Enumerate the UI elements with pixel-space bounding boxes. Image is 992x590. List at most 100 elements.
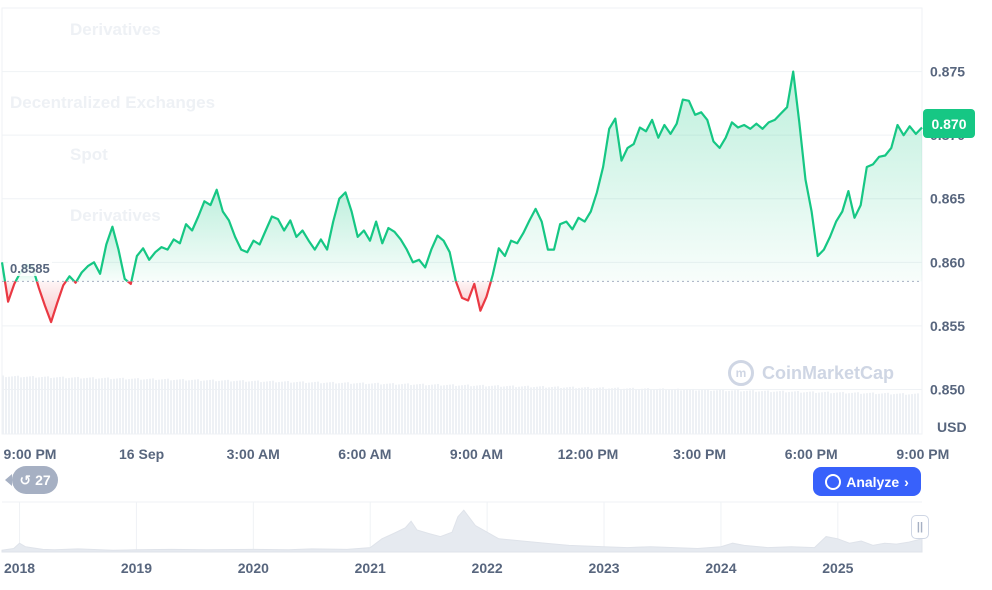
volume-bar (368, 383, 370, 434)
range-navigator[interactable] (1, 501, 923, 553)
volume-bar (125, 379, 127, 434)
volume-bar (278, 382, 280, 434)
x-tick-label: 9:00 PM (896, 446, 949, 462)
volume-bar (377, 382, 379, 434)
volume-bar (665, 390, 667, 434)
history-button[interactable]: ↺ 27 (5, 466, 58, 494)
volume-bar (497, 385, 499, 434)
volume-bar (71, 377, 73, 434)
background-menu-ghost: Derivatives Decentralized Exchanges Spot De… (10, 20, 215, 225)
navigator-year-label: 2023 (588, 560, 619, 576)
volume-bar (287, 381, 289, 434)
volume-bar (824, 391, 826, 434)
volume-bar (584, 387, 586, 434)
volume-bar (209, 379, 211, 434)
volume-bar (767, 390, 769, 434)
x-axis: 9:00 PM 16 Sep 3:00 AM 6:00 AM 9:00 AM 12:00 … (4, 446, 950, 462)
volume-bar (53, 377, 55, 434)
history-icon: ↺ (19, 471, 32, 488)
volume-bar (116, 378, 118, 434)
volume-bar (914, 393, 916, 434)
volume-bar (560, 387, 562, 434)
range-handle-icon[interactable]: || (911, 515, 929, 539)
volume-bar (452, 384, 454, 434)
volume-bar (245, 381, 247, 434)
volume-bar (698, 390, 700, 434)
volume-bar (500, 386, 502, 434)
reference-price-label: 0.8585 (8, 261, 52, 276)
price-line-down (454, 281, 492, 312)
volume-bar (791, 391, 793, 434)
volume-bar (8, 376, 10, 434)
volume-bar (836, 392, 838, 434)
volume-bar (566, 387, 568, 434)
volume-bar (224, 380, 226, 434)
volume-bar (308, 382, 310, 434)
volume-bar (434, 384, 436, 434)
volume-bar (779, 391, 781, 434)
volume-bar (266, 381, 268, 434)
analyze-icon (825, 473, 842, 490)
analyze-button[interactable]: Analyze › (813, 467, 921, 496)
price-line-up (0, 262, 7, 282)
volume-bar (218, 380, 220, 434)
volume-bar (689, 389, 691, 434)
volume-bar (230, 381, 232, 434)
volume-bar (854, 392, 856, 434)
area-fill-up (76, 226, 128, 282)
volume-bar (32, 376, 34, 434)
volume-bar (764, 390, 766, 434)
volume-bar (296, 382, 298, 434)
volume-bar (902, 393, 904, 434)
volume-bars (2, 375, 919, 434)
volume-bar (143, 379, 145, 434)
volume-bar (383, 384, 385, 434)
volume-bar (512, 385, 514, 434)
price-line-down (3, 280, 17, 303)
x-tick-label: 12:00 PM (558, 446, 619, 462)
volume-bar (119, 378, 121, 434)
volume-bar (317, 381, 319, 434)
volume-bar (347, 382, 349, 434)
volume-bar (623, 388, 625, 434)
volume-bar (44, 376, 46, 434)
volume-bar (449, 384, 451, 434)
volume-bar (323, 382, 325, 434)
volume-bar (428, 384, 430, 434)
volume-bar (332, 381, 334, 434)
volume-bar (203, 380, 205, 434)
volume-bar (182, 378, 184, 434)
volume-bar (620, 389, 622, 434)
volume-bar (77, 376, 79, 434)
volume-bar (50, 377, 52, 434)
volume-bar (152, 378, 154, 434)
volume-bar (827, 391, 829, 434)
volume-bar (785, 392, 787, 434)
volume-bar (338, 383, 340, 434)
volume-bar (197, 379, 199, 434)
volume-bar (371, 383, 373, 434)
volume-bar (578, 387, 580, 434)
volume-bar (212, 379, 214, 434)
volume-bar (155, 380, 157, 434)
volume-bar (734, 390, 736, 434)
volume-bar (659, 388, 661, 434)
volume-bar (692, 388, 694, 434)
volume-bar (650, 389, 652, 434)
volume-bar (59, 376, 61, 434)
volume-bar (800, 392, 802, 434)
volume-bar (860, 393, 862, 434)
volume-bar (527, 385, 529, 434)
volume-bar (137, 378, 139, 434)
volume-bar (443, 385, 445, 434)
volume-bar (392, 383, 394, 434)
volume-bar (755, 391, 757, 434)
volume-bar (269, 381, 271, 434)
volume-bar (389, 383, 391, 434)
volume-bar (410, 385, 412, 434)
volume-bar (590, 388, 592, 434)
volume-bar (122, 377, 124, 434)
volume-bar (101, 378, 103, 434)
y-tick-label: 0.860 (930, 254, 965, 270)
